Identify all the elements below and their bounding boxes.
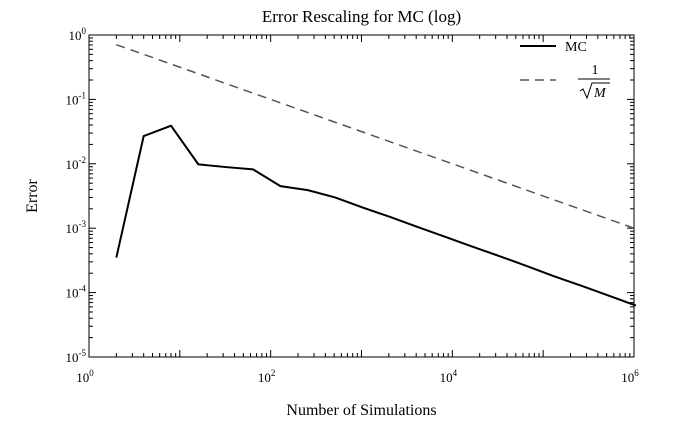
legend-ref-denominator: M [593, 86, 607, 101]
axis-ticks [88, 34, 635, 358]
series-line-mc [115, 124, 637, 307]
x-tick-label: 106 [621, 368, 639, 385]
legend-label-mc: MC [565, 40, 587, 55]
x-axis-label: Number of Simulations [286, 402, 436, 419]
legend-ref-sqrt-sign [579, 82, 610, 100]
y-tick-label: 10-3 [66, 219, 87, 236]
x-tick-label: 100 [76, 368, 94, 385]
y-tick-label: 100 [69, 26, 87, 43]
series-layer [115, 43, 637, 307]
y-tick-label: 10-4 [66, 284, 87, 301]
x-tick-label: 102 [258, 368, 276, 385]
chart-title: Error Rescaling for MC (log) [262, 7, 461, 26]
x-tick-label: 104 [440, 368, 458, 385]
y-axis-label: Error [24, 178, 41, 212]
plot-frame [88, 34, 635, 358]
y-tick-label: 10-1 [66, 90, 87, 107]
y-tick-label: 10-5 [66, 348, 87, 365]
legend-ref-numerator: 1 [592, 63, 599, 78]
y-tick-label: 10-2 [66, 155, 87, 172]
series-line-reference [116, 43, 637, 230]
tick-labels: 100 102 104 106 100 10-1 10-2 10-3 10-4 10-5 [66, 26, 640, 385]
legend: MC 1 M [520, 40, 610, 101]
